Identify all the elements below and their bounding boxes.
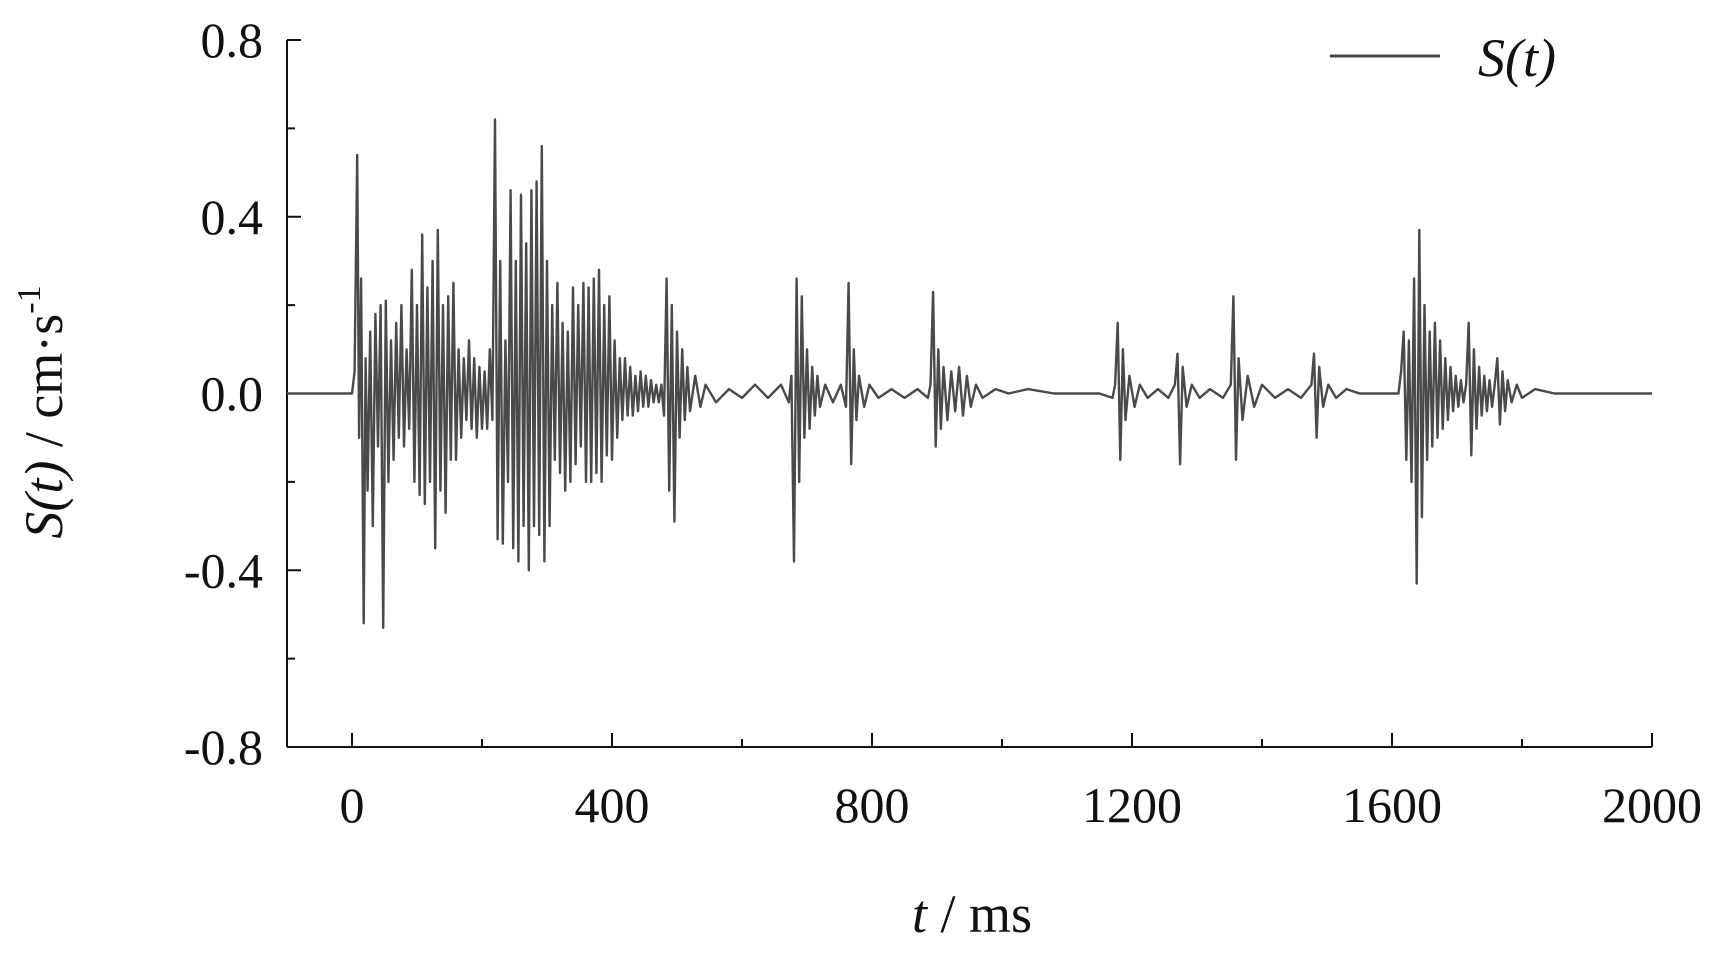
axes: -0.8 -0.4 0.0 0.4 0.8 0 400 800 1200 1600 2000 [184,12,1702,833]
plot-area [287,118,1652,629]
y-axis-title: S(t) / cm·s-1 [11,285,74,538]
y-axis-unit: / cm·s [14,314,74,461]
y-axis-variable: S(t) [14,461,74,539]
x-tick-label: 0 [340,777,365,833]
series-line [287,118,1652,629]
y-tick-label: 0.4 [201,189,264,245]
x-tick-label: 800 [835,777,910,833]
y-axis-unit-exponent: -1 [11,285,48,313]
y-tick-label: 0.0 [201,366,264,422]
x-tick-label: 1200 [1082,777,1182,833]
x-tick-label: 2000 [1602,777,1702,833]
x-axis-title: t / ms [912,884,1032,944]
legend: S(t) [1330,28,1556,88]
y-tick-label: -0.4 [184,542,263,598]
x-tick-label: 400 [575,777,650,833]
legend-label: S(t) [1478,28,1556,88]
x-axis-variable: t [912,884,929,944]
x-axis-unit: / ms [927,884,1032,944]
x-tick-label: 1600 [1342,777,1442,833]
y-tick-label: 0.8 [201,12,264,68]
y-tick-label: -0.8 [184,719,263,775]
